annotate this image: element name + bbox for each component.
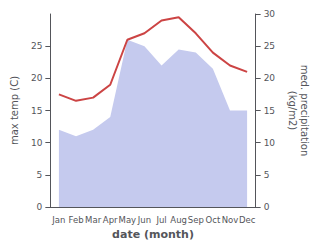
- svg-text:10: 10: [31, 138, 43, 148]
- svg-text:20: 20: [31, 73, 43, 83]
- svg-text:15: 15: [264, 106, 275, 116]
- svg-text:Oct: Oct: [206, 215, 221, 225]
- svg-text:10: 10: [264, 138, 276, 148]
- svg-text:15: 15: [31, 106, 42, 116]
- svg-text:date (month): date (month): [112, 228, 194, 241]
- svg-text:Sep: Sep: [188, 215, 204, 225]
- svg-text:Jun: Jun: [137, 215, 151, 225]
- svg-text:5: 5: [37, 170, 43, 180]
- svg-text:Aug: Aug: [170, 215, 187, 225]
- svg-text:Mar: Mar: [85, 215, 102, 225]
- svg-text:20: 20: [264, 73, 276, 83]
- svg-text:May: May: [119, 215, 137, 225]
- svg-text:med. precipitation: med. precipitation: [299, 65, 310, 157]
- svg-text:0: 0: [37, 202, 43, 212]
- svg-text:5: 5: [264, 170, 270, 180]
- svg-text:30: 30: [264, 9, 276, 19]
- svg-text:25: 25: [31, 41, 42, 51]
- svg-text:Feb: Feb: [68, 215, 83, 225]
- svg-text:25: 25: [264, 41, 275, 51]
- svg-text:0: 0: [264, 202, 270, 212]
- svg-text:Dec: Dec: [239, 215, 256, 225]
- svg-text:Apr: Apr: [103, 215, 118, 225]
- svg-text:max temp (C): max temp (C): [9, 76, 20, 145]
- svg-text:Jul: Jul: [155, 215, 166, 225]
- svg-text:(kg/m2): (kg/m2): [287, 91, 298, 131]
- svg-text:Jan: Jan: [51, 215, 65, 225]
- svg-text:Nov: Nov: [222, 215, 239, 225]
